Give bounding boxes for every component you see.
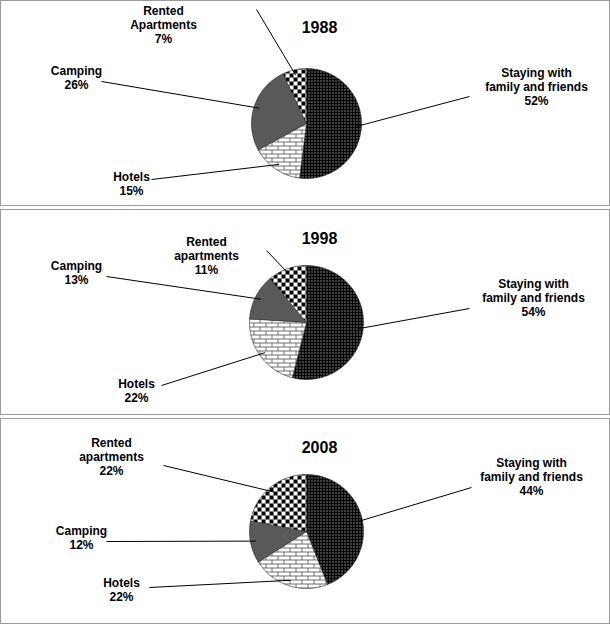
svg-text:Rentedapartments22%: Rentedapartments22%: [79, 436, 144, 478]
svg-text:Rentedapartments11%: Rentedapartments11%: [174, 235, 239, 277]
svg-text:Hotels15%: Hotels15%: [113, 170, 150, 198]
svg-text:RentedApartments7%: RentedApartments7%: [130, 4, 197, 46]
svg-text:1998: 1998: [302, 230, 338, 247]
svg-text:1988: 1988: [302, 19, 338, 36]
svg-text:Staying withfamily and friends: Staying withfamily and friends54%: [482, 277, 585, 319]
svg-text:Staying withfamily and friends: Staying withfamily and friends52%: [485, 66, 588, 108]
svg-text:2008: 2008: [302, 439, 338, 456]
svg-text:Camping12%: Camping12%: [56, 524, 107, 552]
svg-text:Camping13%: Camping13%: [51, 259, 102, 287]
svg-text:Hotels22%: Hotels22%: [103, 576, 140, 604]
svg-text:Hotels22%: Hotels22%: [118, 377, 155, 405]
svg-text:Camping26%: Camping26%: [51, 64, 102, 92]
svg-text:Staying withfamily and friends: Staying withfamily and friends44%: [480, 456, 583, 498]
